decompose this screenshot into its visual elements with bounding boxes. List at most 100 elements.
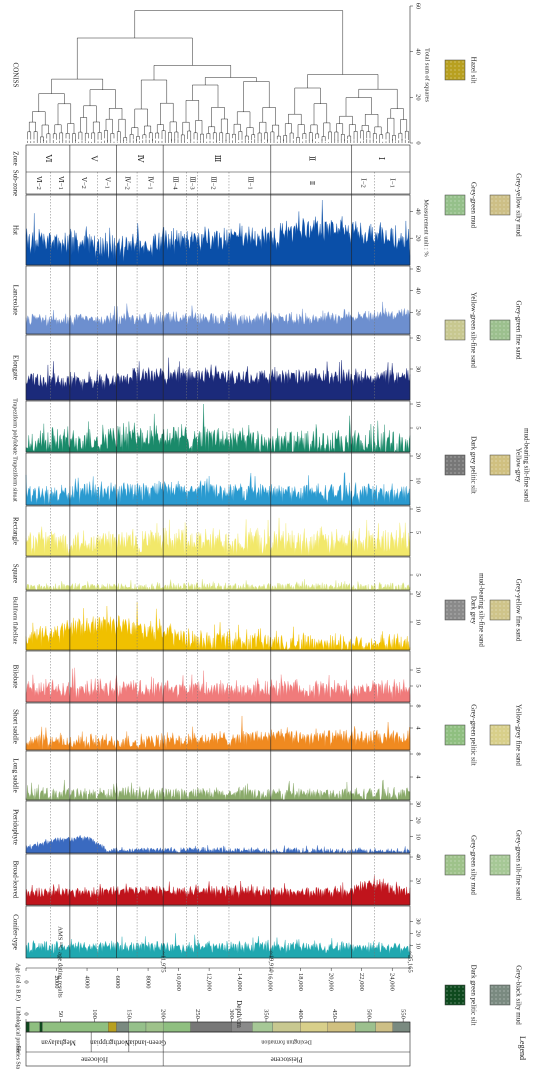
age-tick-label: 4000	[84, 976, 91, 989]
legend-swatch-dot	[450, 77, 452, 79]
legend-swatch-dot	[503, 456, 505, 458]
zone-label: Ⅴ	[89, 155, 98, 162]
legend-swatch-dot	[503, 337, 505, 339]
legend-swatch-dot	[450, 329, 452, 331]
legend-swatch-dot	[454, 613, 456, 615]
legend-swatch-dot	[495, 986, 497, 988]
legend-swatch-dot	[454, 609, 456, 611]
legend-swatch-dot	[450, 994, 452, 996]
series-tick-label: 8	[415, 752, 422, 755]
legend-swatch-dot	[462, 734, 464, 736]
legend-swatch-dot	[491, 742, 493, 744]
series-tick-label: 20	[415, 453, 422, 460]
frames-layer	[25, 5, 413, 1067]
legend: Legend Dark green pelitic silt Grey-black …	[444, 57, 530, 1060]
legend-swatch-dot	[503, 617, 505, 619]
depth-tick-label: 300	[228, 1009, 235, 1019]
legend-label: Grey-green pelitic silt	[469, 704, 477, 765]
legend-swatch-dot	[499, 738, 501, 740]
series-frame	[25, 505, 411, 557]
legend-swatch-dot	[462, 196, 464, 198]
series-name: Conifer-type	[11, 914, 19, 950]
legend-swatch-dot	[446, 601, 448, 603]
legend-swatch-dot	[454, 69, 456, 71]
legend-swatch-dot	[495, 333, 497, 335]
legend-label: mud-bearing silt-fine sand	[477, 573, 485, 647]
legend-swatch-dot	[491, 472, 493, 474]
legend-swatch-dot	[450, 460, 452, 462]
legend-swatch-dot	[462, 605, 464, 607]
zone-label: Ⅰ	[377, 157, 386, 160]
legend-swatch-dot	[462, 726, 464, 728]
series-name: Hat	[11, 225, 19, 235]
legend-swatch-dot	[503, 196, 505, 198]
legend-swatch-dot	[450, 609, 452, 611]
legend-swatch-dot	[454, 333, 456, 335]
age-axis-label: Age (cal a B.P.)	[15, 963, 22, 1001]
legend-label: Yellow-grey	[514, 448, 522, 483]
legend-swatch-dot	[491, 601, 493, 603]
legend-swatch-dot	[446, 333, 448, 335]
series-frame	[25, 905, 411, 959]
legend-swatch-dot	[458, 738, 460, 740]
legend-swatch-dot	[507, 456, 509, 458]
series-name: Short saddle	[11, 709, 19, 744]
series-name: Square	[11, 564, 19, 583]
depth-tick-label: 450	[331, 1009, 338, 1019]
legend-swatch-dot	[507, 998, 509, 1000]
legend-swatch-dot	[495, 468, 497, 470]
legend-swatch-dot	[454, 856, 456, 858]
legend-swatch-dot	[462, 200, 464, 202]
strat-header: Series Stage	[15, 1045, 21, 1069]
legend-swatch-dot	[491, 730, 493, 732]
legend-swatch-dot	[507, 994, 509, 996]
legend-swatch-dot	[462, 613, 464, 615]
legend-swatch-dot	[503, 738, 505, 740]
series-name: Elongate	[11, 355, 19, 380]
legend-swatch-dot	[507, 860, 509, 862]
legend-swatch-dot	[491, 734, 493, 736]
legend-swatch-dot	[507, 868, 509, 870]
legend-swatch-dot	[450, 212, 452, 214]
legend-swatch-dot	[462, 329, 464, 331]
legend-swatch-dot	[503, 872, 505, 874]
legend-swatch-dot	[450, 613, 452, 615]
legend-swatch-dot	[495, 856, 497, 858]
legend-swatch-dot	[491, 337, 493, 339]
series-area-trapeziform-sinuat	[25, 471, 411, 506]
series-frame	[25, 400, 411, 453]
legend-swatch-dot	[462, 990, 464, 992]
subzone-label: Ⅳ−1	[147, 176, 154, 189]
legend-swatch-dot	[499, 325, 501, 327]
series-area-bilobate	[25, 667, 411, 703]
legend-swatch-dot	[491, 994, 493, 996]
lithology-bed	[392, 1021, 411, 1033]
age-tick-label: 8000	[145, 976, 152, 989]
dating-result: ~11,975	[160, 951, 167, 972]
legend-swatch-dot	[507, 329, 509, 331]
legend-swatch-dot	[495, 601, 497, 603]
series-name: Lanceolate	[11, 285, 19, 316]
stage-label: Northgrippian	[90, 1038, 130, 1046]
stage-label: Green-landian	[125, 1038, 166, 1046]
legend-swatch-dot	[491, 208, 493, 210]
legend-swatch-dot	[450, 986, 452, 988]
depth-tick-label: 250	[194, 1009, 201, 1019]
lithology-bed	[300, 1021, 328, 1033]
legend-swatch-dot	[458, 726, 460, 728]
legend-swatch-dot	[503, 990, 505, 992]
legend-swatch-dot	[458, 742, 460, 744]
subzone-label: Ⅰ−1	[389, 178, 396, 187]
legend-swatch-dot	[450, 738, 452, 740]
legend-label: mud-bearing silt-fine sand	[522, 428, 530, 502]
legend-swatch-dot	[454, 868, 456, 870]
legend-swatch-dot	[499, 212, 501, 214]
series-tick-label: 40	[415, 208, 422, 215]
legend-swatch-dot	[491, 464, 493, 466]
legend-swatch-dot	[450, 69, 452, 71]
legend-swatch-dot	[499, 204, 501, 206]
legend-swatch-dot	[446, 726, 448, 728]
legend-swatch-dot	[450, 61, 452, 63]
legend-swatch-dot	[462, 864, 464, 866]
